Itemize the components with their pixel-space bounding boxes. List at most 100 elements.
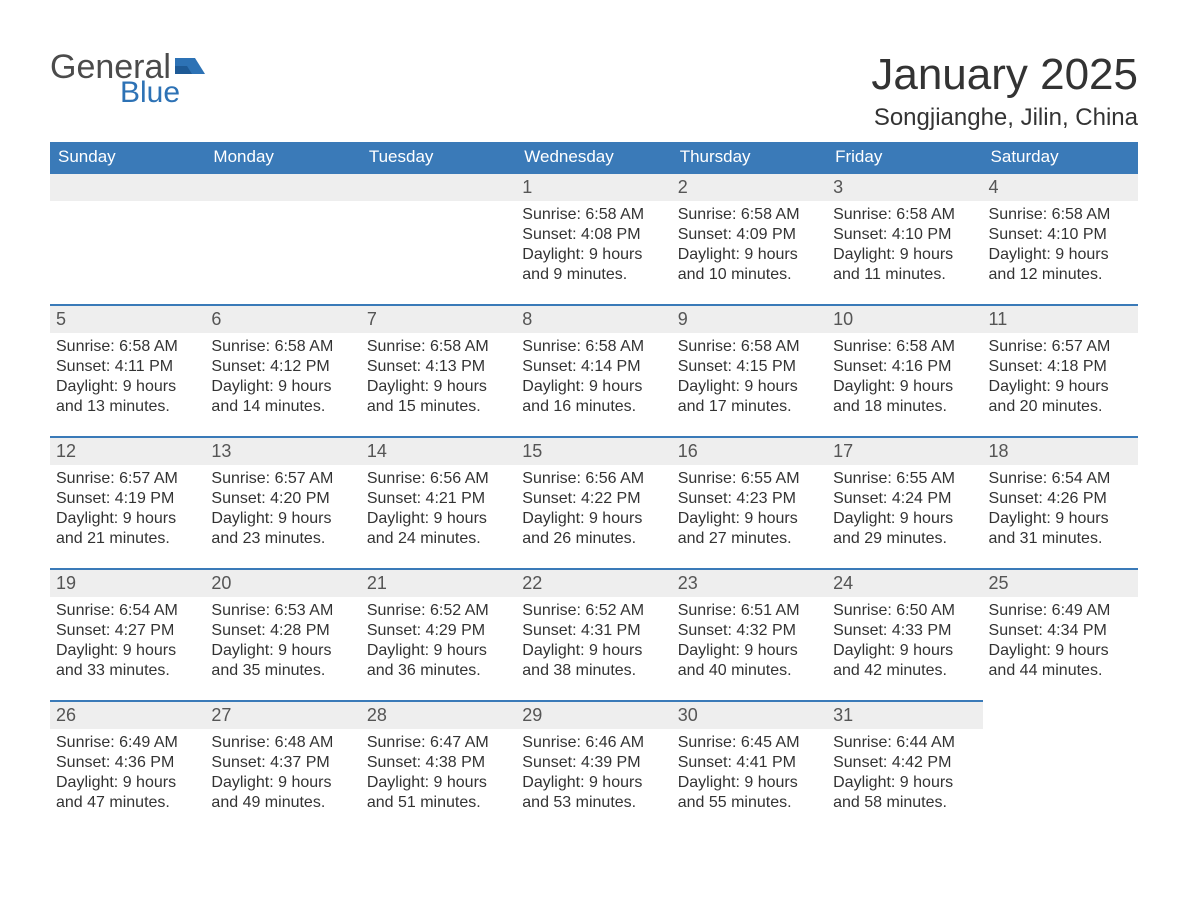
day-data: Sunrise: 6:57 AMSunset: 4:18 PMDaylight:… [983, 333, 1138, 425]
calendar-day-cell: 27Sunrise: 6:48 AMSunset: 4:37 PMDayligh… [205, 700, 360, 832]
daylight-text: Daylight: 9 hours [211, 509, 354, 529]
sunrise-text: Sunrise: 6:55 AM [833, 469, 976, 489]
day-number: 31 [827, 702, 982, 729]
daylight-text: and 49 minutes. [211, 793, 354, 813]
day-data: Sunrise: 6:56 AMSunset: 4:22 PMDaylight:… [516, 465, 671, 557]
sunrise-text: Sunrise: 6:44 AM [833, 733, 976, 753]
calendar-day-cell: 19Sunrise: 6:54 AMSunset: 4:27 PMDayligh… [50, 568, 205, 700]
daylight-text: and 51 minutes. [367, 793, 510, 813]
sunset-text: Sunset: 4:31 PM [522, 621, 665, 641]
daylight-text: Daylight: 9 hours [989, 245, 1132, 265]
sunrise-text: Sunrise: 6:52 AM [522, 601, 665, 621]
day-number: 16 [672, 438, 827, 465]
daylight-text: and 20 minutes. [989, 397, 1132, 417]
day-data: Sunrise: 6:58 AMSunset: 4:16 PMDaylight:… [827, 333, 982, 425]
daylight-text: Daylight: 9 hours [56, 773, 199, 793]
day-number: 12 [50, 438, 205, 465]
calendar-day-cell [361, 172, 516, 304]
calendar-day-cell: 2Sunrise: 6:58 AMSunset: 4:09 PMDaylight… [672, 172, 827, 304]
sunset-text: Sunset: 4:36 PM [56, 753, 199, 773]
daylight-text: and 16 minutes. [522, 397, 665, 417]
sunset-text: Sunset: 4:08 PM [522, 225, 665, 245]
sunrise-text: Sunrise: 6:58 AM [522, 205, 665, 225]
calendar-day-cell: 24Sunrise: 6:50 AMSunset: 4:33 PMDayligh… [827, 568, 982, 700]
daylight-text: Daylight: 9 hours [678, 377, 821, 397]
sunset-text: Sunset: 4:10 PM [833, 225, 976, 245]
sunset-text: Sunset: 4:15 PM [678, 357, 821, 377]
weekday-header: Monday [205, 142, 360, 172]
day-data: Sunrise: 6:50 AMSunset: 4:33 PMDaylight:… [827, 597, 982, 689]
sunset-text: Sunset: 4:32 PM [678, 621, 821, 641]
day-data: Sunrise: 6:49 AMSunset: 4:36 PMDaylight:… [50, 729, 205, 821]
sunset-text: Sunset: 4:16 PM [833, 357, 976, 377]
sunset-text: Sunset: 4:13 PM [367, 357, 510, 377]
weekday-header: Thursday [672, 142, 827, 172]
sunset-text: Sunset: 4:39 PM [522, 753, 665, 773]
day-number: 11 [983, 306, 1138, 333]
daylight-text: Daylight: 9 hours [833, 377, 976, 397]
day-number: 19 [50, 570, 205, 597]
daylight-text: Daylight: 9 hours [678, 245, 821, 265]
calendar-day-cell: 22Sunrise: 6:52 AMSunset: 4:31 PMDayligh… [516, 568, 671, 700]
daylight-text: and 38 minutes. [522, 661, 665, 681]
day-number: 24 [827, 570, 982, 597]
calendar-day-cell: 15Sunrise: 6:56 AMSunset: 4:22 PMDayligh… [516, 436, 671, 568]
daylight-text: and 47 minutes. [56, 793, 199, 813]
calendar-day-cell: 17Sunrise: 6:55 AMSunset: 4:24 PMDayligh… [827, 436, 982, 568]
day-data: Sunrise: 6:45 AMSunset: 4:41 PMDaylight:… [672, 729, 827, 821]
day-data: Sunrise: 6:58 AMSunset: 4:09 PMDaylight:… [672, 201, 827, 293]
sunrise-text: Sunrise: 6:58 AM [989, 205, 1132, 225]
daylight-text: and 24 minutes. [367, 529, 510, 549]
daylight-text: and 13 minutes. [56, 397, 199, 417]
sunrise-text: Sunrise: 6:52 AM [367, 601, 510, 621]
daylight-text: and 11 minutes. [833, 265, 976, 285]
daylight-text: and 31 minutes. [989, 529, 1132, 549]
calendar-week-row: 5Sunrise: 6:58 AMSunset: 4:11 PMDaylight… [50, 304, 1138, 436]
sunrise-text: Sunrise: 6:58 AM [522, 337, 665, 357]
day-data: Sunrise: 6:55 AMSunset: 4:23 PMDaylight:… [672, 465, 827, 557]
calendar-day-cell [983, 700, 1138, 832]
day-number: 30 [672, 702, 827, 729]
calendar-week-row: 26Sunrise: 6:49 AMSunset: 4:36 PMDayligh… [50, 700, 1138, 832]
calendar-day-cell: 14Sunrise: 6:56 AMSunset: 4:21 PMDayligh… [361, 436, 516, 568]
day-number: 15 [516, 438, 671, 465]
daylight-text: Daylight: 9 hours [989, 641, 1132, 661]
day-number: 21 [361, 570, 516, 597]
weekday-header: Tuesday [361, 142, 516, 172]
daylight-text: and 12 minutes. [989, 265, 1132, 285]
day-data: Sunrise: 6:56 AMSunset: 4:21 PMDaylight:… [361, 465, 516, 557]
daylight-text: Daylight: 9 hours [833, 245, 976, 265]
daylight-text: and 23 minutes. [211, 529, 354, 549]
daylight-text: and 40 minutes. [678, 661, 821, 681]
sunset-text: Sunset: 4:12 PM [211, 357, 354, 377]
calendar-week-row: 1Sunrise: 6:58 AMSunset: 4:08 PMDaylight… [50, 172, 1138, 304]
day-data: Sunrise: 6:52 AMSunset: 4:29 PMDaylight:… [361, 597, 516, 689]
daylight-text: and 15 minutes. [367, 397, 510, 417]
day-data: Sunrise: 6:47 AMSunset: 4:38 PMDaylight:… [361, 729, 516, 821]
sunset-text: Sunset: 4:24 PM [833, 489, 976, 509]
daylight-text: Daylight: 9 hours [56, 641, 199, 661]
daylight-text: Daylight: 9 hours [833, 773, 976, 793]
logo-word-blue: Blue [120, 78, 209, 108]
calendar-table: SundayMondayTuesdayWednesdayThursdayFrid… [50, 142, 1138, 832]
day-number-empty [50, 174, 205, 201]
daylight-text: Daylight: 9 hours [211, 641, 354, 661]
day-data: Sunrise: 6:58 AMSunset: 4:14 PMDaylight:… [516, 333, 671, 425]
calendar-day-cell: 31Sunrise: 6:44 AMSunset: 4:42 PMDayligh… [827, 700, 982, 832]
weekday-header: Saturday [983, 142, 1138, 172]
sunrise-text: Sunrise: 6:58 AM [211, 337, 354, 357]
sunrise-text: Sunrise: 6:58 AM [833, 205, 976, 225]
day-data: Sunrise: 6:54 AMSunset: 4:27 PMDaylight:… [50, 597, 205, 689]
day-number: 5 [50, 306, 205, 333]
calendar-day-cell: 11Sunrise: 6:57 AMSunset: 4:18 PMDayligh… [983, 304, 1138, 436]
sunrise-text: Sunrise: 6:54 AM [989, 469, 1132, 489]
sunset-text: Sunset: 4:28 PM [211, 621, 354, 641]
daylight-text: Daylight: 9 hours [56, 377, 199, 397]
sunset-text: Sunset: 4:21 PM [367, 489, 510, 509]
day-number: 13 [205, 438, 360, 465]
daylight-text: and 44 minutes. [989, 661, 1132, 681]
daylight-text: and 58 minutes. [833, 793, 976, 813]
day-number: 23 [672, 570, 827, 597]
day-data: Sunrise: 6:51 AMSunset: 4:32 PMDaylight:… [672, 597, 827, 689]
daylight-text: and 33 minutes. [56, 661, 199, 681]
